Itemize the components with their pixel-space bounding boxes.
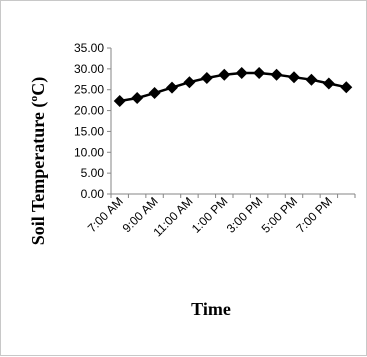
data-point	[218, 68, 231, 81]
y-axis-title: Soil Temperature (ºC)	[28, 77, 49, 246]
x-tick-label: 5:00 PM	[259, 194, 301, 236]
data-point	[340, 81, 353, 94]
y-tick-label: 0.00	[81, 187, 105, 201]
x-tick-marks	[110, 194, 356, 198]
data-point	[113, 94, 126, 107]
data-markers	[113, 67, 353, 107]
y-tick-labels: 0.00 5.00 10.00 15.00 20.00 25.00 30.00 35.00	[74, 41, 111, 201]
y-tick-label: 10.00	[74, 145, 104, 159]
x-tick-label: 7:00 PM	[293, 194, 335, 236]
data-point	[288, 71, 300, 84]
x-tick-label: 3:00 PM	[224, 194, 266, 236]
y-tick-label: 35.00	[74, 41, 104, 55]
data-point	[148, 87, 161, 100]
y-tick-label: 25.00	[74, 83, 104, 97]
y-tick-label: 30.00	[74, 62, 104, 76]
y-tick-label: 20.00	[74, 104, 104, 118]
y-tick-label: 5.00	[81, 166, 105, 180]
x-axis-title: Time	[191, 299, 231, 319]
y-tick-label: 15.00	[74, 124, 104, 138]
data-point	[235, 67, 248, 80]
data-point	[131, 92, 144, 105]
data-point	[322, 77, 335, 90]
data-point	[253, 67, 266, 80]
data-point	[270, 68, 283, 81]
data-point	[166, 81, 178, 94]
data-point	[183, 76, 196, 89]
x-tick-label: 1:00 PM	[189, 194, 231, 236]
data-point	[200, 72, 213, 85]
data-point	[305, 73, 318, 86]
